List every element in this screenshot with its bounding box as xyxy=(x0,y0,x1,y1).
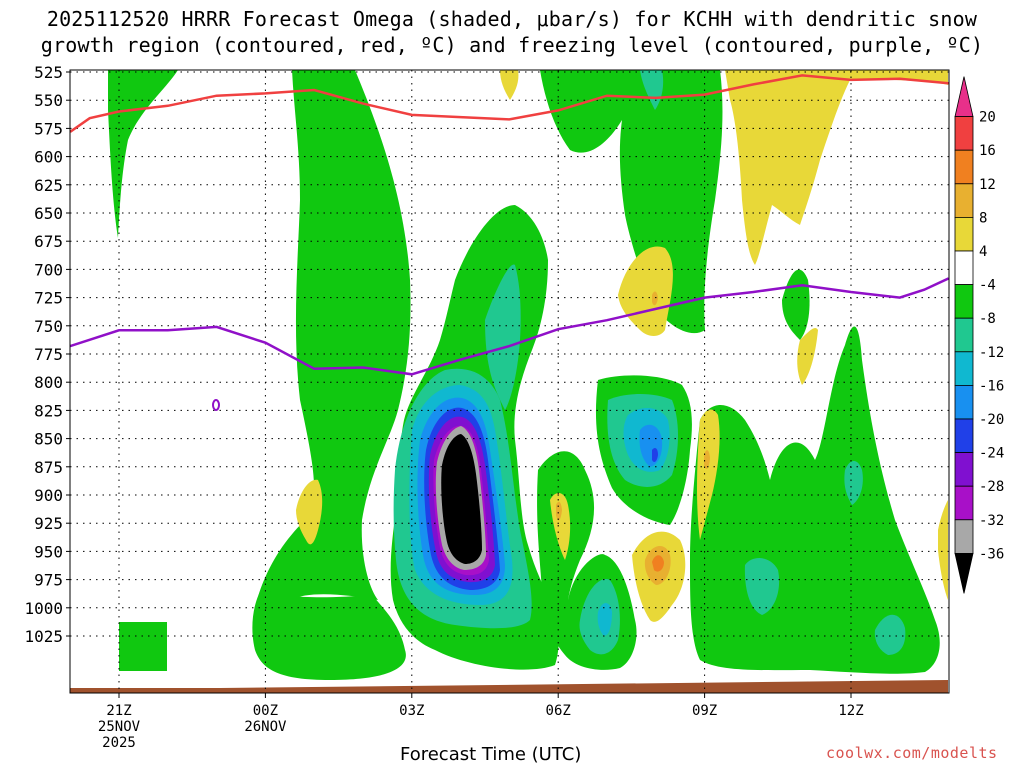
y-tick-label: 925 xyxy=(34,514,63,533)
y-tick-label: 650 xyxy=(34,204,63,223)
x-tick-label: 26NOV xyxy=(244,719,287,735)
y-tick-label: 675 xyxy=(34,232,63,251)
omega-region-green-square xyxy=(119,622,167,671)
omega-region-green xyxy=(252,588,406,680)
omega-region-deep-blue xyxy=(652,447,658,463)
omega-region-yellow xyxy=(797,328,818,385)
colorbar-label: -12 xyxy=(979,345,1004,361)
colorbar-label: -8 xyxy=(979,311,996,327)
y-tick-label: 700 xyxy=(34,260,63,279)
omega-region-green xyxy=(540,70,723,334)
colorbar-swatch xyxy=(954,317,974,353)
colorbar-label: -36 xyxy=(979,546,1004,562)
colorbar-swatch xyxy=(954,116,974,151)
x-tick-label: 2025 xyxy=(102,735,136,751)
colorbar-swatch xyxy=(954,418,974,453)
colorbar-swatch xyxy=(954,519,974,554)
omega-region-teal xyxy=(844,461,863,505)
omega-region-yellow xyxy=(725,70,948,265)
colorbar-label: 16 xyxy=(979,143,996,159)
x-tick-label: 25NOV xyxy=(98,719,141,735)
x-tick-label: 12Z xyxy=(838,703,863,719)
omega-region-yellow xyxy=(938,500,948,600)
omega-region-green xyxy=(108,70,178,238)
omega-region-teal xyxy=(874,614,906,655)
colorbar-swatch xyxy=(954,250,974,285)
x-tick-label: 00Z xyxy=(253,703,278,719)
y-tick-label: 900 xyxy=(34,486,63,505)
y-tick-label: 725 xyxy=(34,289,63,308)
x-axis-label: Forecast Time (UTC) xyxy=(400,744,582,765)
y-tick-label: 800 xyxy=(34,373,63,392)
colorbar-cap-bottom xyxy=(954,553,974,594)
colorbar-swatch xyxy=(954,149,974,185)
chart-title-line-2: growth region (contoured, red, ºC) and f… xyxy=(40,33,984,57)
colorbar-label: -28 xyxy=(979,479,1004,495)
colorbar-label: -20 xyxy=(979,412,1004,428)
colorbar-swatch xyxy=(954,485,974,521)
colorbar-label: 8 xyxy=(979,210,987,226)
y-tick-label: 1000 xyxy=(24,599,63,618)
colorbar-swatch xyxy=(954,384,974,420)
colorbar: 20 16 12 8 4 -4 -8 -12 -16 -20 -24 -28 -32 -36 xyxy=(954,76,1004,594)
omega-region-green xyxy=(253,70,411,660)
dendritic-growth-contour-line xyxy=(70,74,949,133)
x-tick-label: 03Z xyxy=(399,703,424,719)
omega-region-teal xyxy=(485,264,521,410)
y-tick-label: 750 xyxy=(34,317,63,336)
colorbar-swatch xyxy=(954,452,974,487)
y-tick-label: 1025 xyxy=(24,627,63,646)
credit-link[interactable]: coolwx.com/modelts xyxy=(826,744,998,762)
y-tick-label: 775 xyxy=(34,345,63,364)
y-tick-label: 875 xyxy=(34,458,63,477)
x-tick-label: 21Z xyxy=(106,703,131,719)
omega-region-yellow xyxy=(550,493,571,560)
colorbar-label: 20 xyxy=(979,110,996,126)
omega-region-teal xyxy=(640,70,664,110)
colorbar-label: -24 xyxy=(979,446,1004,462)
y-axis-ticks: 525 550 575 600 625 650 675 700 725 750 775 800 825 8… xyxy=(24,63,70,646)
omega-region-orange xyxy=(704,450,710,470)
omega-region-cyan xyxy=(597,603,612,636)
omega-region-black xyxy=(441,434,482,564)
plot-frame xyxy=(69,69,950,694)
colorbar-label: -32 xyxy=(979,513,1004,529)
omega-region-yellow xyxy=(296,479,323,545)
omega-region-red xyxy=(652,555,664,572)
omega-region-yellow xyxy=(697,409,720,540)
chart-title-line-1: 2025112520 HRRR Forecast Omega (shaded, … xyxy=(46,7,978,31)
y-tick-label: 625 xyxy=(34,176,63,195)
omega-region-yellow xyxy=(500,70,519,100)
y-tick-label: 575 xyxy=(34,119,63,138)
y-tick-label: 600 xyxy=(34,148,63,167)
terrain-fill xyxy=(70,680,948,693)
y-tick-label: 850 xyxy=(34,430,63,449)
y-tick-label: 975 xyxy=(34,571,63,590)
omega-region-orange xyxy=(652,291,658,306)
freezing-level-contour-label-marker xyxy=(212,399,220,411)
y-tick-label: 825 xyxy=(34,401,63,420)
x-tick-label: 06Z xyxy=(546,703,571,719)
freezing-level-contour-line xyxy=(70,277,949,376)
colorbar-label: 4 xyxy=(979,244,987,260)
y-tick-label: 950 xyxy=(34,542,63,561)
omega-shaded-field xyxy=(70,70,949,693)
colorbar-label: -16 xyxy=(979,378,1004,394)
colorbar-swatch xyxy=(954,216,974,252)
colorbar-label: 12 xyxy=(979,177,996,193)
colorbar-swatch xyxy=(954,183,974,218)
colorbar-swatch xyxy=(954,284,974,319)
colorbar-label: -4 xyxy=(979,278,996,294)
y-tick-label: 525 xyxy=(34,63,63,82)
colorbar-swatch xyxy=(954,351,974,386)
omega-region-teal xyxy=(744,558,780,615)
omega-region-orange xyxy=(556,501,562,521)
colorbar-cap-top xyxy=(954,76,974,117)
x-tick-label: 09Z xyxy=(692,703,717,719)
y-tick-label: 550 xyxy=(34,91,63,110)
